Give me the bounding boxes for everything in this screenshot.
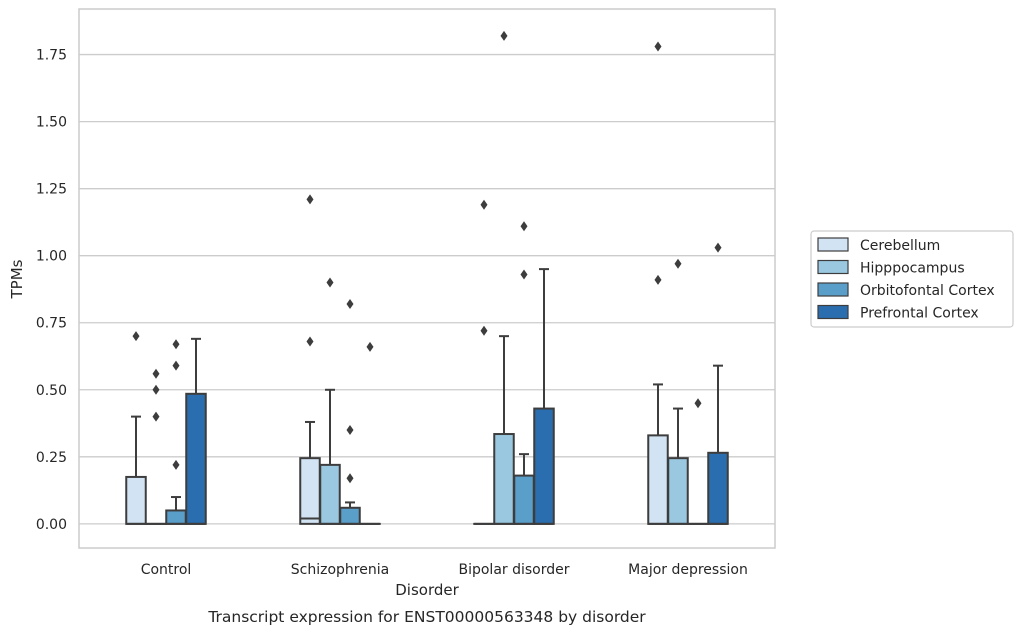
box-prefrontal-cortex xyxy=(533,268,555,525)
outlier-point xyxy=(172,360,180,371)
box-hipppocampus xyxy=(667,258,689,525)
box-iqr xyxy=(185,392,207,525)
y-tick-label: 1.50 xyxy=(36,115,67,131)
x-tick-labels: Control Schizophrenia Bipolar disorder Majo… xyxy=(141,562,748,578)
outlier-point xyxy=(152,384,160,395)
box-prefrontal-cortex xyxy=(185,337,207,525)
grid-lines xyxy=(79,53,775,525)
box-orbitofontal-cortex xyxy=(339,298,361,525)
outlier-point xyxy=(326,277,334,288)
box-orbitofontal-cortex xyxy=(165,339,187,525)
outlier-point xyxy=(674,258,682,269)
box-prefrontal-cortex xyxy=(707,242,729,525)
x-axis-label: Disorder xyxy=(395,581,459,599)
outlier-point xyxy=(654,41,662,52)
outlier-point xyxy=(654,274,662,285)
outlier-point xyxy=(520,221,528,232)
x-tick-label: Schizophrenia xyxy=(291,562,389,578)
legend-swatch xyxy=(817,282,849,297)
outlier-point xyxy=(132,331,140,342)
outlier-point xyxy=(172,459,180,470)
y-tick-label: 0.25 xyxy=(36,450,67,466)
plot-area-frame xyxy=(78,8,776,549)
legend-frame xyxy=(810,230,1014,328)
box-iqr xyxy=(533,407,555,525)
y-tick-label: 1.75 xyxy=(36,48,67,64)
box-iqr xyxy=(339,506,361,525)
box-iqr xyxy=(513,474,535,525)
outlier-point xyxy=(714,242,722,253)
box-hipppocampus xyxy=(493,30,515,525)
box-hipppocampus xyxy=(319,277,341,525)
box-iqr xyxy=(319,463,341,525)
x-tick-label: Bipolar disorder xyxy=(458,562,569,578)
y-tick-label: 0.75 xyxy=(36,316,67,332)
outlier-point xyxy=(520,269,528,280)
outlier-point xyxy=(694,398,702,409)
legend-entry-label: Cerebellum xyxy=(860,238,940,254)
outlier-point xyxy=(306,336,314,347)
outlier-point xyxy=(480,325,488,336)
box-iqr xyxy=(493,433,515,525)
outlier-point xyxy=(346,425,354,436)
legend-swatch xyxy=(817,237,849,252)
box-cerebellum xyxy=(647,41,669,525)
box-prefrontal-cortex xyxy=(359,341,381,525)
legend: Cerebellum Hipppocampus Orbitofontal Corte… xyxy=(810,230,1014,328)
outlier-point xyxy=(346,473,354,484)
outlier-point xyxy=(306,194,314,205)
box-hipppocampus xyxy=(145,368,167,525)
y-tick-labels: 0.00 0.25 0.50 0.75 1.00 1.25 1.50 1.75 xyxy=(36,48,67,533)
y-tick-label: 0.50 xyxy=(36,383,67,399)
box-iqr xyxy=(165,509,187,525)
legend-entry-label: Orbitofontal Cortex xyxy=(860,283,995,299)
y-tick-label: 0.00 xyxy=(36,517,67,533)
y-tick-label: 1.25 xyxy=(36,182,67,198)
box-iqr xyxy=(125,475,147,525)
legend-entry-label: Prefrontal Cortex xyxy=(860,306,979,322)
chart-caption: Transcript expression for ENST0000056334… xyxy=(207,608,646,626)
x-tick-label: Major depression xyxy=(628,562,748,578)
outlier-point xyxy=(346,298,354,309)
x-tick-label: Control xyxy=(141,562,192,578)
legend-swatch xyxy=(817,304,849,320)
box-cerebellum xyxy=(299,194,321,525)
legend-swatch xyxy=(817,259,849,275)
outlier-point xyxy=(366,341,374,352)
boxes xyxy=(125,30,729,525)
box-iqr xyxy=(707,451,729,525)
outlier-point xyxy=(152,411,160,422)
y-axis-label: TPMs xyxy=(8,259,26,299)
legend-entry-label: Hipppocampus xyxy=(860,261,965,277)
y-tick-label: 1.00 xyxy=(36,249,67,265)
box-orbitofontal-cortex xyxy=(513,221,535,525)
box-iqr xyxy=(299,457,321,525)
outlier-point xyxy=(152,368,160,379)
box-iqr xyxy=(647,434,669,525)
outlier-point xyxy=(500,30,508,41)
box-cerebellum xyxy=(473,199,495,525)
box-orbitofontal-cortex xyxy=(687,398,709,525)
box-iqr xyxy=(667,457,689,525)
box-cerebellum xyxy=(125,331,147,525)
outlier-point xyxy=(172,339,180,350)
outlier-point xyxy=(480,199,488,210)
